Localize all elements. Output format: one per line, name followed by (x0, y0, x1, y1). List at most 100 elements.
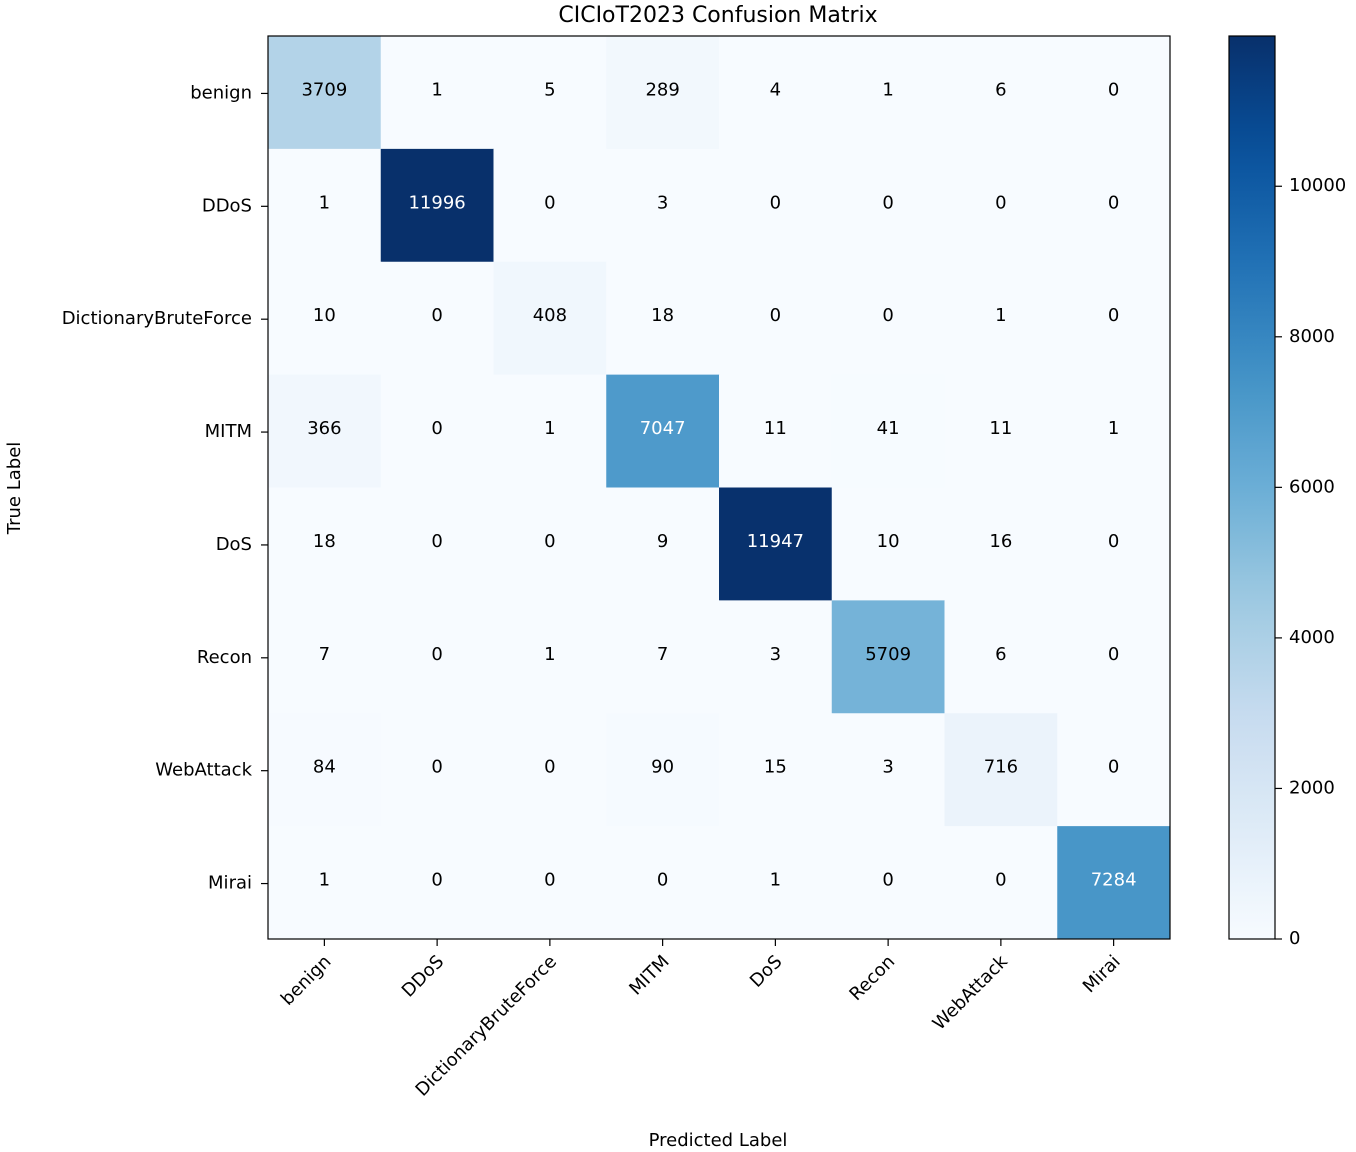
cell-value-label: 5 (544, 79, 555, 100)
heatmap-cell (268, 826, 382, 940)
y-axis-label: True Label (4, 442, 25, 536)
heatmap-cell (1057, 374, 1171, 488)
cell-value-label: 6 (995, 644, 1006, 665)
cell-value-label: 0 (431, 531, 442, 552)
heatmap-cell (606, 600, 720, 714)
colorbar-tick-label: 2000 (1289, 777, 1335, 798)
cell-value-label: 0 (1108, 305, 1119, 326)
heatmap-cell (268, 374, 382, 488)
cell-value-label: 7 (657, 644, 668, 665)
heatmap-cell (493, 713, 607, 827)
heatmap-cell (268, 148, 382, 263)
cell-value-label: 3 (770, 644, 781, 665)
x-tick-label: MITM (625, 951, 673, 999)
y-axis: benign DDoS DictionaryBruteForce MITM DoS Rec… (62, 82, 268, 894)
cell-value-label: 11 (764, 418, 787, 439)
heatmap-cell (606, 148, 720, 263)
heatmap-cell (831, 261, 945, 376)
cell-value-label: 0 (431, 757, 442, 778)
colorbar-tick-label: 8000 (1289, 326, 1335, 347)
heatmap-cell (606, 487, 720, 601)
cell-value-label: 0 (1108, 644, 1119, 665)
heatmap-cell (493, 374, 607, 488)
cell-value-label: 289 (645, 79, 679, 100)
heatmap-cell (831, 148, 945, 263)
colorbar-tick-label: 4000 (1289, 627, 1335, 648)
heatmap-cell (1057, 713, 1171, 827)
x-tick-label: benign (277, 951, 336, 1010)
y-tick-label: Mirai (208, 873, 252, 894)
cell-value-label: 10 (877, 531, 900, 552)
cell-value-label: 9 (657, 531, 668, 552)
colorbar-tick-label: 10000 (1289, 175, 1346, 196)
cell-value-label: 366 (307, 418, 341, 439)
cell-value-label: 18 (651, 305, 674, 326)
heatmap-cell (944, 713, 1058, 827)
cell-value-label: 90 (651, 757, 674, 778)
cell-value-label: 7 (319, 644, 330, 665)
cell-value-label: 0 (770, 305, 781, 326)
cell-value-label: 41 (877, 418, 900, 439)
cell-value-label: 0 (1108, 531, 1119, 552)
cell-value-label: 1 (319, 192, 330, 213)
cell-value-label: 0 (544, 757, 555, 778)
chart-title: CICIoT2023 Confusion Matrix (558, 3, 877, 28)
x-axis-label: Predicted Label (649, 1130, 788, 1151)
cell-value-label: 0 (770, 192, 781, 213)
cell-value-label: 0 (431, 418, 442, 439)
heatmap-cell (268, 713, 382, 827)
cell-value-label: 0 (544, 531, 555, 552)
x-tick-label: DDoS (398, 951, 448, 1001)
heatmap-cell (606, 713, 720, 827)
cell-value-label: 11947 (747, 531, 804, 552)
heatmap-cell (1057, 600, 1171, 714)
cell-value-label: 0 (431, 305, 442, 326)
heatmap-cell (719, 148, 833, 263)
heatmap-cell (944, 600, 1058, 714)
cell-value-label: 3709 (301, 79, 347, 100)
cell-value-label: 1 (770, 870, 781, 891)
heatmap-cell (719, 36, 833, 150)
heatmap-cell (606, 261, 720, 376)
heatmap-cell (719, 600, 833, 714)
heatmap-cells (268, 36, 1171, 940)
cell-value-label: 16 (989, 531, 1012, 552)
heatmap-cell (719, 487, 833, 601)
cell-value-label: 1 (882, 79, 893, 100)
heatmap-cell (831, 36, 945, 150)
heatmap-cell (1057, 148, 1171, 263)
y-tick-label: benign (190, 82, 252, 103)
heatmap-cell (606, 826, 720, 940)
cell-value-label: 18 (313, 531, 336, 552)
heatmap-cell (268, 36, 382, 150)
cell-value-label: 1 (544, 644, 555, 665)
y-tick-label: DoS (216, 534, 252, 555)
cell-value-label: 6 (995, 79, 1006, 100)
heatmap-cell (493, 36, 607, 150)
heatmap-cell (831, 487, 945, 601)
cell-value-label: 0 (431, 644, 442, 665)
heatmap-cell (944, 261, 1058, 376)
colorbar-tick-label: 6000 (1289, 476, 1335, 497)
cell-value-label: 10 (313, 305, 336, 326)
heatmap-cell (380, 374, 494, 488)
cell-value-label: 0 (1108, 757, 1119, 778)
heatmap-cell (1057, 36, 1171, 150)
plot-frame (267, 35, 1171, 940)
heatmap-cell (719, 826, 833, 940)
heatmap-cell (944, 148, 1058, 263)
heatmap-cell (719, 261, 833, 376)
heatmap-cell (380, 713, 494, 827)
heatmap-cell (944, 36, 1058, 150)
cell-value-label: 7047 (640, 418, 686, 439)
heatmap-cell (493, 487, 607, 601)
heatmap-cell (1057, 487, 1171, 601)
heatmap-cell (493, 148, 607, 263)
heatmap-cell-labels: 3709 1 5 289 4 1 6 01 11996 0 3 0 0 0 010 0 408 18 0 0 1 0366… (301, 79, 1136, 890)
cell-value-label: 0 (882, 192, 893, 213)
heatmap-cell (719, 374, 833, 488)
cell-value-label: 3 (882, 757, 893, 778)
heatmap-cell (380, 261, 494, 376)
